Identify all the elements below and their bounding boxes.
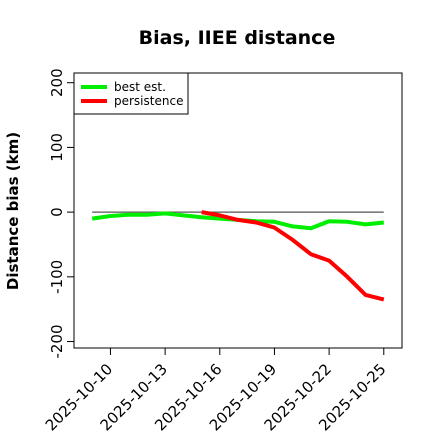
legend-label: best est. [114,80,166,94]
chart-title: Bias, IIEE distance [139,27,336,49]
plot-frame [73,72,403,349]
y-tick-label: -100 [48,260,66,294]
y-axis-title: Distance bias (km) [4,132,22,290]
legend-box [73,72,189,115]
y-tick-label: 100 [48,133,66,162]
y-tick-label: -200 [48,325,66,359]
y-tick-label: 0 [48,207,66,217]
y-tick-label: 200 [48,68,66,97]
legend-label: persistence [114,94,183,108]
series-line-persistence [201,210,385,302]
